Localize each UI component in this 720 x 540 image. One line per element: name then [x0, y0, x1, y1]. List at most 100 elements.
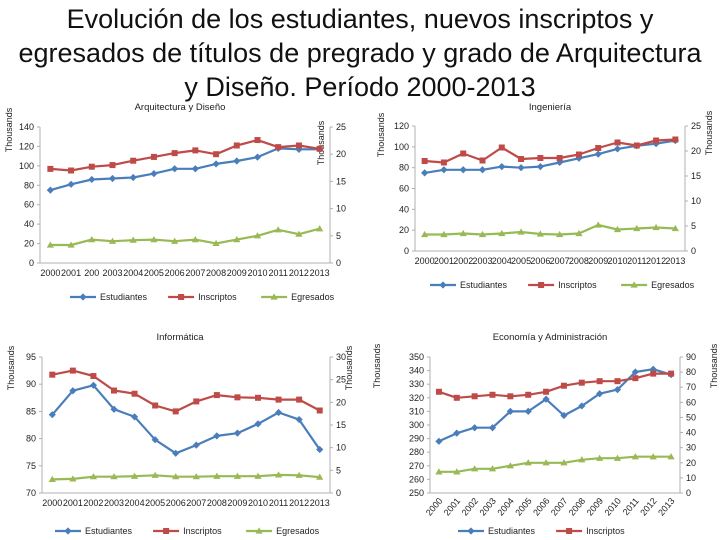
y-left-tick-label: 60 [24, 200, 34, 210]
data-point-estudiantes [88, 175, 96, 184]
series-line-inscriptos [50, 138, 320, 172]
y-right-tick-label: 5 [336, 231, 341, 241]
data-point-estudiantes [421, 169, 429, 177]
data-point-inscriptos [614, 378, 621, 385]
y-left-tick-label: 80 [26, 434, 36, 444]
x-tick-label: 2005 [144, 268, 164, 278]
data-point-estudiantes [110, 405, 118, 413]
data-point-estudiantes [253, 153, 262, 161]
data-point-egresados [316, 473, 324, 480]
y-left-tick-label: 60 [399, 184, 409, 194]
x-tick-label: 2008 [569, 256, 589, 266]
y-right-tick-label: 25 [336, 122, 346, 132]
x-tick-label: 2012 [289, 498, 309, 508]
y-right-tick-label: 10 [336, 443, 346, 453]
x-tick-label: 2003 [477, 496, 498, 518]
x-tick-label: 2009 [585, 496, 606, 518]
y-left-tick-label: 120 [394, 121, 409, 131]
data-point-inscriptos [614, 139, 621, 146]
data-point-egresados [46, 241, 54, 248]
y-left-tick-label: 100 [394, 142, 409, 152]
data-point-inscriptos [435, 388, 442, 395]
chart-ingenieria: Ingeniería0204060801001200510152025Thous… [376, 102, 714, 290]
data-point-inscriptos [152, 402, 159, 409]
data-point-estudiantes [212, 160, 220, 168]
data-point-egresados [631, 453, 639, 460]
x-tick-label: 2011 [269, 498, 288, 508]
data-point-estudiantes [233, 429, 242, 437]
data-point-inscriptos [672, 136, 679, 143]
data-point-egresados [440, 230, 448, 238]
series-line-estudiantes [51, 384, 321, 455]
series-egresados [435, 453, 675, 475]
y-left-tick-label: 0 [29, 258, 34, 268]
series-egresados [421, 221, 679, 238]
y-right-tick-label: 0 [336, 488, 341, 498]
data-point-inscriptos [111, 387, 117, 394]
data-point-estudiantes [631, 368, 639, 376]
y-left-tick-label: 350 [409, 352, 424, 362]
legend-marker [64, 527, 72, 535]
legend-label: Estudiantes [488, 526, 536, 536]
y-left-axis-label: Thousands [372, 343, 382, 388]
series-inscriptos [49, 367, 323, 415]
data-point-egresados [524, 459, 532, 466]
x-tick-label: 2004 [125, 498, 145, 508]
y-right-tick-label: 10 [686, 473, 696, 483]
y-left-tick-label: 95 [26, 352, 36, 362]
x-tick-label: 2005 [511, 256, 531, 266]
y-left-tick-label: 140 [19, 122, 34, 132]
y-right-tick-label: 60 [686, 397, 696, 407]
data-point-egresados [542, 459, 550, 466]
y-right-tick-label: 0 [686, 488, 691, 498]
data-point-inscriptos [596, 378, 603, 385]
data-point-egresados [172, 473, 180, 480]
data-point-inscriptos [192, 147, 199, 154]
data-point-estudiantes [613, 386, 622, 394]
legend-item-estudiantes: Estudiantes [458, 526, 536, 536]
data-point-inscriptos [213, 151, 220, 158]
series-inscriptos [47, 137, 323, 174]
x-tick-label: 2012 [289, 268, 309, 278]
y-left-tick-label: 320 [409, 393, 424, 403]
y-left-axis-label: Thousands [4, 107, 14, 152]
x-tick-label: 2002 [83, 498, 103, 508]
x-tick-label: 200 [84, 268, 99, 278]
y-right-tick-label: 70 [686, 382, 696, 392]
data-point-egresados [421, 230, 429, 238]
y-left-axis-label: Thousands [376, 112, 386, 157]
x-tick-label: 2006 [165, 268, 185, 278]
data-point-egresados [671, 224, 679, 232]
data-point-egresados [578, 456, 586, 463]
data-point-inscriptos [556, 155, 563, 161]
data-point-inscriptos [150, 153, 157, 160]
x-tick-label: 2006 [530, 256, 550, 266]
x-tick-label: 2003 [472, 256, 492, 266]
x-tick-label: 2008 [567, 496, 588, 518]
x-tick-label: 2002 [453, 256, 473, 266]
x-tick-label: 2009 [227, 498, 247, 508]
legend-label: Estudiantes [460, 280, 508, 290]
data-point-egresados [596, 454, 604, 461]
data-point-egresados [69, 475, 77, 482]
x-tick-label: 2002 [460, 496, 481, 518]
data-point-egresados [151, 471, 159, 478]
x-tick-label: 2004 [492, 256, 512, 266]
y-left-tick-label: 290 [409, 434, 424, 444]
data-point-inscriptos [296, 396, 303, 403]
y-right-tick-label: 5 [691, 221, 696, 231]
data-point-inscriptos [489, 391, 496, 398]
data-point-egresados [150, 236, 158, 243]
y-right-tick-label: 50 [686, 412, 696, 422]
data-point-egresados [213, 472, 221, 479]
x-tick-label: 2006 [166, 498, 186, 508]
series-line-inscriptos [424, 138, 676, 164]
data-point-inscriptos [460, 150, 467, 157]
data-point-inscriptos [595, 145, 602, 151]
data-point-egresados [556, 230, 564, 238]
data-point-estudiantes [213, 432, 221, 440]
legend-item-inscriptos: Inscriptos [528, 280, 597, 290]
legend-item-egresados: Egresados [621, 280, 695, 290]
y-left-tick-label: 250 [409, 488, 424, 498]
data-point-egresados [192, 473, 200, 480]
